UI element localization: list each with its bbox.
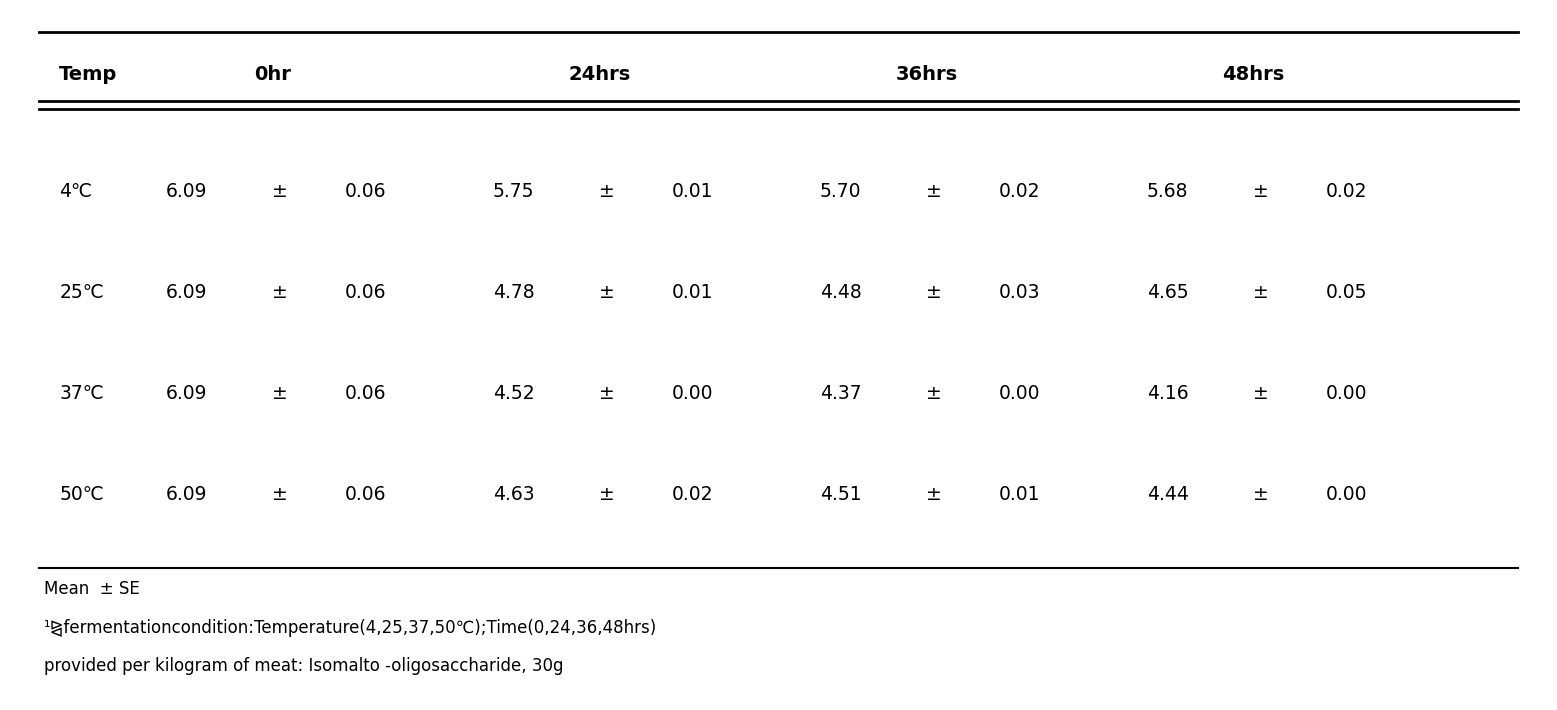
- Text: ±: ±: [1253, 283, 1269, 302]
- Text: 48hrs: 48hrs: [1222, 65, 1285, 84]
- Text: 6.09: 6.09: [167, 283, 207, 302]
- Text: 0.06: 0.06: [346, 384, 386, 403]
- Text: 4.63: 4.63: [494, 485, 534, 503]
- Text: ¹⧎fermentationcondition:Temperature(4,25,37,50℃);Time(0,24,36,48hrs): ¹⧎fermentationcondition:Temperature(4,25…: [44, 619, 657, 638]
- Text: 6.09: 6.09: [167, 485, 207, 503]
- Text: ±: ±: [599, 384, 615, 403]
- Text: 0.06: 0.06: [346, 485, 386, 503]
- Text: ±: ±: [272, 384, 288, 403]
- Text: ±: ±: [1253, 384, 1269, 403]
- Text: ±: ±: [1253, 485, 1269, 503]
- Text: 0.06: 0.06: [346, 283, 386, 302]
- Text: 0.02: 0.02: [1327, 182, 1367, 201]
- Text: 5.75: 5.75: [494, 182, 534, 201]
- Text: ±: ±: [272, 283, 288, 302]
- Text: 25℃: 25℃: [59, 283, 104, 302]
- Text: 4.51: 4.51: [821, 485, 861, 503]
- Text: 4.48: 4.48: [821, 283, 861, 302]
- Text: Temp: Temp: [59, 65, 117, 84]
- Text: 6.09: 6.09: [167, 384, 207, 403]
- Text: 0.00: 0.00: [1327, 485, 1367, 503]
- Text: 4.37: 4.37: [821, 384, 861, 403]
- Text: 0.02: 0.02: [1000, 182, 1040, 201]
- Text: 0.00: 0.00: [1327, 384, 1367, 403]
- Text: 0.00: 0.00: [1000, 384, 1040, 403]
- Text: 0.00: 0.00: [673, 384, 713, 403]
- Text: 50℃: 50℃: [59, 485, 104, 503]
- Text: 0.02: 0.02: [673, 485, 713, 503]
- Text: ±: ±: [272, 485, 288, 503]
- Text: ±: ±: [926, 182, 942, 201]
- Text: 37℃: 37℃: [59, 384, 104, 403]
- Text: ±: ±: [926, 384, 942, 403]
- Text: 0.05: 0.05: [1327, 283, 1367, 302]
- Text: 4.65: 4.65: [1148, 283, 1188, 302]
- Text: 4.44: 4.44: [1148, 485, 1188, 503]
- Text: ±: ±: [599, 283, 615, 302]
- Text: 5.70: 5.70: [821, 182, 861, 201]
- Text: 4.52: 4.52: [494, 384, 534, 403]
- Text: 0.01: 0.01: [1000, 485, 1040, 503]
- Text: 0hr: 0hr: [254, 65, 291, 84]
- Text: provided per kilogram of meat: Isomalto -oligosaccharide, 30g: provided per kilogram of meat: Isomalto …: [44, 657, 564, 675]
- Text: 0.01: 0.01: [673, 182, 713, 201]
- Text: ±: ±: [1253, 182, 1269, 201]
- Text: ±: ±: [926, 283, 942, 302]
- Text: 0.01: 0.01: [673, 283, 713, 302]
- Text: 4.16: 4.16: [1148, 384, 1188, 403]
- Text: ±: ±: [272, 182, 288, 201]
- Text: 0.06: 0.06: [346, 182, 386, 201]
- Text: ±: ±: [599, 485, 615, 503]
- Text: 4.78: 4.78: [494, 283, 534, 302]
- Text: 4℃: 4℃: [59, 182, 92, 201]
- Text: 5.68: 5.68: [1148, 182, 1188, 201]
- Text: Mean  ± SE: Mean ± SE: [44, 580, 139, 599]
- Text: 24hrs: 24hrs: [568, 65, 631, 84]
- Text: ±: ±: [926, 485, 942, 503]
- Text: 6.09: 6.09: [167, 182, 207, 201]
- Text: 0.03: 0.03: [1000, 283, 1040, 302]
- Text: 36hrs: 36hrs: [895, 65, 958, 84]
- Text: ±: ±: [599, 182, 615, 201]
